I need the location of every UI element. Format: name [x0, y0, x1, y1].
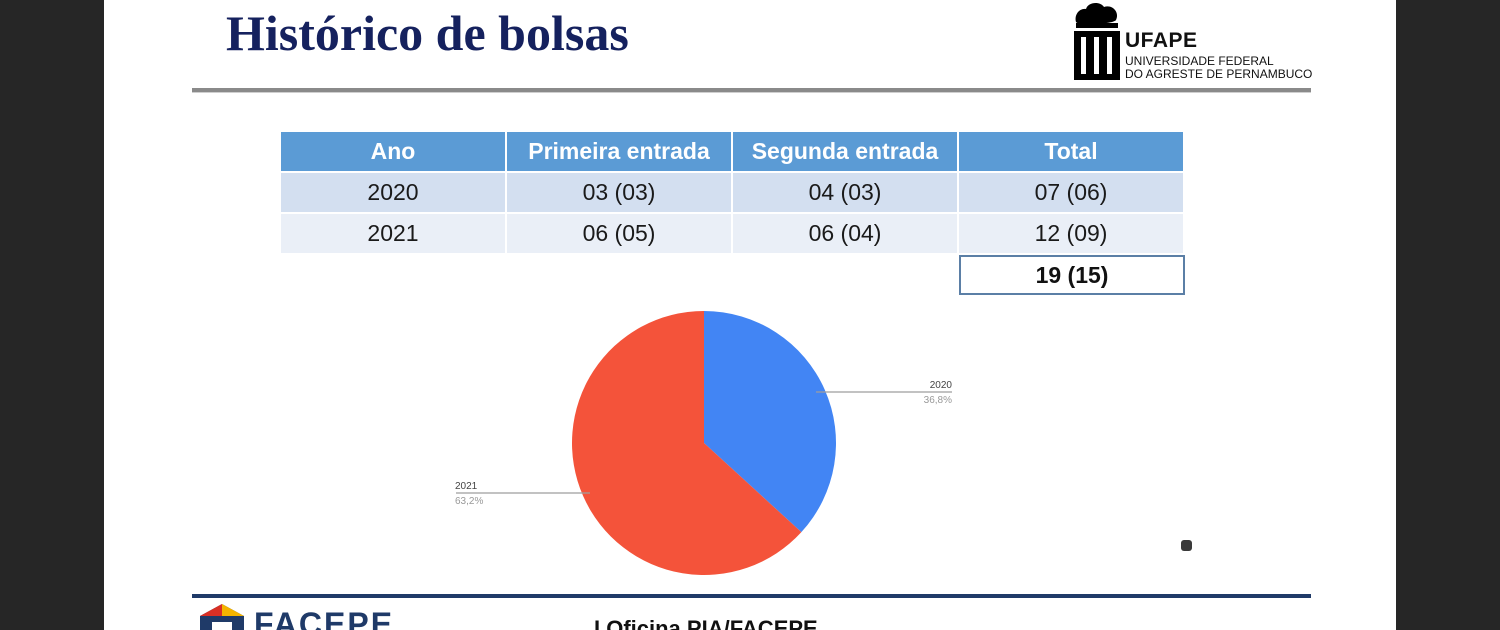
table-cell: 07 (06)	[959, 173, 1183, 212]
slice-percent-label: 63,2%	[455, 496, 483, 507]
table-row: 2021 06 (05) 06 (04) 12 (09)	[281, 214, 1185, 253]
ufape-logo: UFAPE UNIVERSIDADE FEDERAL DO AGRESTE DE…	[1070, 0, 1320, 82]
table-cell: 2020	[281, 173, 505, 212]
table-cell: 04 (03)	[733, 173, 957, 212]
pie-slice-2020	[704, 311, 837, 533]
grand-total-row: 19 (15)	[281, 255, 1185, 295]
logo-subtitle-line1: UNIVERSIDADE FEDERAL	[1125, 54, 1274, 68]
logo-name: UFAPE	[1125, 29, 1198, 52]
slide-title: Histórico de bolsas	[226, 5, 629, 61]
pie-chart: 2020 36,8% 2021 63,2%	[455, 311, 953, 575]
scholarship-table: Ano Primeira entrada Segunda entrada Tot…	[281, 132, 1185, 295]
table-cell: 12 (09)	[959, 214, 1183, 253]
footer-text: I Oficina PIA/FACEPE	[594, 616, 818, 630]
title-divider	[192, 88, 1311, 93]
footer-brand: FACEPE	[254, 606, 395, 630]
mouse-cursor	[1181, 540, 1192, 551]
table-cell: 06 (04)	[733, 214, 957, 253]
footer-divider	[192, 594, 1311, 598]
table-row: 2020 03 (03) 04 (03) 07 (06)	[281, 173, 1185, 212]
facepe-logo-icon	[200, 604, 244, 630]
slide: Histórico de bolsas UFAPE UNIVERSIDADE F…	[104, 0, 1396, 630]
grand-total-cell: 19 (15)	[959, 255, 1185, 295]
slice-label: 2021	[455, 481, 478, 492]
table-cell: 2021	[281, 214, 505, 253]
table-header-row: Ano Primeira entrada Segunda entrada Tot…	[281, 132, 1185, 171]
logo-subtitle-line2: DO AGRESTE DE PERNAMBUCO	[1125, 67, 1313, 81]
ufape-emblem-icon	[1074, 3, 1120, 80]
header-cell: Total	[959, 132, 1183, 171]
header-cell: Primeira entrada	[507, 132, 731, 171]
table-cell: 03 (03)	[507, 173, 731, 212]
header-cell: Ano	[281, 132, 505, 171]
slice-label: 2020	[930, 380, 953, 391]
header-cell: Segunda entrada	[733, 132, 957, 171]
table-cell: 06 (05)	[507, 214, 731, 253]
slice-percent-label: 36,8%	[924, 395, 952, 406]
pie-slice-2021	[572, 311, 802, 575]
